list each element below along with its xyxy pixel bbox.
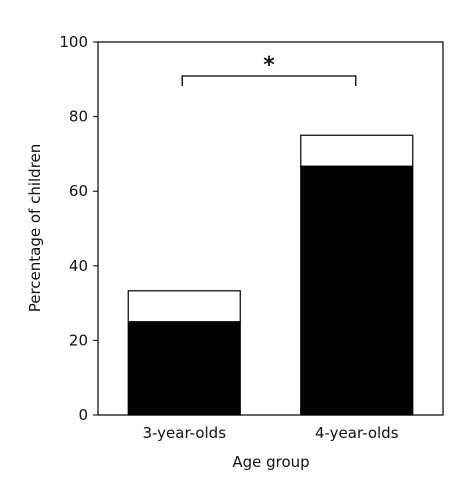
plot-frame: [97, 41, 444, 416]
y-axis-ticks: 0 20 40 60 80 100: [59, 33, 98, 424]
bar-filled-segment: [127, 321, 241, 416]
x-tick-label: 4-year-olds: [315, 424, 399, 442]
plot-area: [97, 41, 444, 416]
bars: [127, 134, 414, 416]
y-tick-label: 40: [69, 257, 88, 275]
x-tick-label: 3-year-olds: [142, 424, 226, 442]
x-axis-label: Age group: [232, 453, 309, 471]
y-tick-label: 100: [59, 33, 88, 51]
bar-open-segment: [300, 134, 414, 167]
x-axis-tick-labels: 3-year-olds 4-year-olds: [142, 424, 398, 442]
significance-bracket: [181, 75, 357, 86]
y-tick-label: 60: [69, 182, 88, 200]
y-tick-label: 80: [69, 108, 88, 126]
y-tick-label: 20: [69, 331, 88, 349]
y-axis-label: Percentage of children: [26, 144, 44, 313]
annotations: *: [181, 53, 357, 86]
bar-open-segment: [127, 290, 241, 323]
significance-star: *: [263, 53, 275, 78]
y-tick-label: 0: [78, 406, 88, 424]
bar-filled-segment: [300, 165, 414, 416]
